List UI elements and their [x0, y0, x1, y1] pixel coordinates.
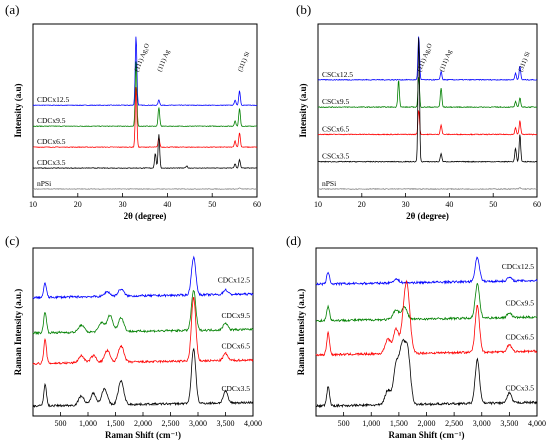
series-label: CDCx3.5 — [505, 384, 534, 393]
panel-label: (a) — [5, 2, 19, 17]
series-line — [32, 187, 258, 190]
series-label: CDCx6.5 — [37, 137, 66, 146]
series-label: CDCx12.5 — [218, 276, 251, 285]
x-tick-label: 60 — [533, 200, 541, 209]
peak-annotation: (111) Ag — [438, 48, 453, 72]
peak-annotation: (311) Si — [517, 51, 531, 73]
series-label: CDCx6.5 — [505, 332, 534, 341]
series-label: CDCx3.5 — [221, 384, 250, 393]
plot-frame — [32, 23, 258, 198]
x-tick-label: 1,500 — [107, 419, 125, 428]
series-label: CSCx3.5 — [322, 152, 350, 161]
series-line — [32, 289, 254, 336]
peak-annotation: (311) Si — [237, 51, 251, 73]
series-line — [315, 282, 538, 323]
y-axis-label: Raman Intensity (a.u.) — [13, 289, 23, 376]
x-tick-label: 30 — [402, 200, 410, 209]
plot-frame — [317, 23, 538, 198]
series-line — [317, 37, 538, 163]
x-tick-label: 3,000 — [189, 419, 207, 428]
series-label: CSCx6.5 — [322, 124, 350, 133]
x-tick-label: 10 — [314, 200, 322, 209]
series-label: CDCx9.5 — [505, 298, 534, 307]
x-tick-label: 60 — [253, 200, 261, 209]
series-line — [317, 36, 538, 81]
series-line — [32, 134, 258, 169]
series-line — [32, 297, 254, 366]
x-tick-label: 2,500 — [445, 419, 463, 428]
series-line — [315, 279, 538, 357]
x-tick-label: 2,500 — [162, 419, 180, 428]
series-label: CSCx12.5 — [322, 70, 353, 79]
x-tick-label: 2,000 — [134, 419, 152, 428]
series-label: CDCx9.5 — [37, 116, 66, 125]
x-tick-label: 40 — [445, 200, 453, 209]
panel-2: (b) 10 20 30 40 50 60 2θ (degree) Intensity (a.u… — [296, 2, 541, 221]
x-tick-label: 500 — [338, 419, 350, 428]
y-axis-label: Intensity (a.u) — [298, 83, 308, 137]
x-tick-label: 3,500 — [500, 419, 518, 428]
x-tick-label: 50 — [489, 200, 497, 209]
series-label: nPSi — [322, 179, 336, 188]
series-line — [32, 255, 254, 300]
peak-annotation: (111) Ag — [156, 48, 171, 72]
x-tick-label: 4,000 — [528, 419, 546, 428]
panel-3: (c) 500 1,000 1,500 2,000 2,500 3,000 3,500 4,00… — [5, 233, 262, 440]
plot-frame — [315, 247, 538, 417]
x-tick-label: 1,500 — [390, 419, 408, 428]
x-tick-label: 20 — [74, 200, 82, 209]
panel-label: (c) — [5, 233, 19, 248]
series-label: CDCx6.5 — [221, 342, 250, 351]
series-label: nPSi — [37, 179, 51, 188]
x-tick-label: 1,000 — [79, 419, 97, 428]
x-axis-label: 2θ (degree) — [124, 211, 167, 221]
series-label: CDCx9.5 — [221, 311, 250, 320]
x-axis-label: 2θ (degree) — [406, 211, 449, 221]
x-axis-label: Raman Shift (cm⁻¹) — [105, 430, 181, 440]
series-label: CDCx3.5 — [37, 158, 66, 167]
series-line — [317, 110, 538, 136]
series-line — [317, 77, 538, 109]
series-line — [32, 347, 254, 408]
panel-label: (d) — [286, 233, 301, 248]
peak-annotation: (111) Ag₂O — [133, 42, 151, 73]
x-tick-label: 2,000 — [418, 419, 436, 428]
y-axis-label: Intensity (a.u) — [13, 83, 23, 137]
x-tick-label: 30 — [119, 200, 127, 209]
panel-1: (a) 10 20 30 40 50 60 2θ (degree) Intensity (a.u… — [5, 2, 261, 221]
series-line — [32, 36, 258, 107]
x-tick-label: 3,500 — [217, 419, 235, 428]
x-tick-label: 40 — [163, 200, 171, 209]
x-tick-label: 50 — [208, 200, 216, 209]
series-label: CSCx9.5 — [322, 97, 350, 106]
y-axis-label: Raman Intensity (a.u.) — [296, 289, 306, 376]
series-line — [315, 338, 538, 409]
x-tick-label: 10 — [29, 200, 37, 209]
series-line — [32, 61, 258, 128]
series-line — [317, 187, 538, 191]
series-line — [316, 256, 538, 287]
x-tick-label: 4,000 — [244, 419, 262, 428]
x-axis-label: Raman Shift (cm⁻¹) — [389, 430, 465, 440]
panel-label: (b) — [296, 2, 311, 17]
x-tick-label: 500 — [55, 419, 67, 428]
series-label: CDCx12.5 — [37, 95, 70, 104]
series-label: CDCx12.5 — [502, 262, 535, 271]
x-tick-label: 20 — [358, 200, 366, 209]
x-tick-label: 1,000 — [362, 419, 380, 428]
panel-4: (d) 500 1,000 1,500 2,000 2,500 3,000 3,500 4,00… — [286, 233, 546, 440]
x-tick-label: 3,000 — [473, 419, 491, 428]
series-line — [32, 87, 258, 148]
